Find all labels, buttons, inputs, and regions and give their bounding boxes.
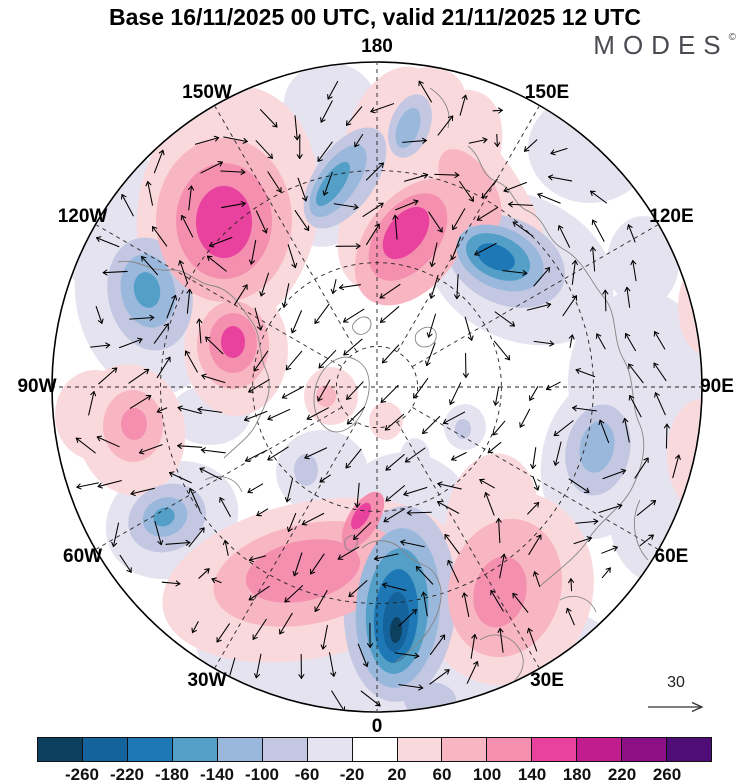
longitude-label-0: 0 (371, 716, 383, 737)
longitude-label-180: 180 (361, 36, 393, 57)
colorbar-tick-label: -20 (339, 765, 365, 783)
colorbar-cell (667, 738, 712, 761)
colorbar-tick-label: 100 (472, 765, 502, 783)
colorbar-tick-label: 220 (607, 765, 637, 783)
modes-logo: MODES© (593, 30, 736, 61)
coastline-layer (117, 87, 649, 687)
wind-vector-layer (75, 80, 681, 711)
longitude-label-30w: 30W (187, 670, 227, 692)
colorbar-tick-label: 180 (562, 765, 592, 783)
colorbar-cell (622, 738, 668, 761)
modes-logo-text: MODES (593, 30, 729, 60)
longitude-label-90w: 90W (17, 376, 57, 397)
longitude-label-60w: 60W (63, 546, 103, 567)
longitude-label-120e: 120E (649, 206, 694, 227)
vector-scale-value: 30 (667, 674, 685, 691)
colorbar-cell (577, 738, 623, 761)
longitude-label-90e: 90E (700, 376, 734, 397)
colorbar-cell (352, 738, 398, 761)
colorbar-cell (127, 738, 173, 761)
colorbar-tick-label: -140 (199, 765, 235, 783)
colorbar-cell (532, 738, 578, 761)
colorbar-tick-label: -60 (294, 765, 320, 783)
colorbar-tick-label: 140 (517, 765, 547, 783)
colorbar-tick-label: 20 (387, 765, 407, 783)
colorbar-cell (82, 738, 128, 761)
vector-scale-arrow (648, 701, 704, 713)
colorbar-cell (487, 738, 533, 761)
colorbar-cell (262, 738, 308, 761)
graticule-layer (53, 63, 701, 711)
colorbar-cell (217, 738, 263, 761)
colorbar-tick-label: -220 (109, 765, 145, 783)
colorbar-cell (307, 738, 353, 761)
colorbar-cell (397, 738, 443, 761)
colorbar-tick-label: -180 (154, 765, 190, 783)
longitude-label-150e: 150E (524, 81, 570, 103)
copyright-mark: © (728, 32, 736, 43)
colorbar-tick-label: 60 (432, 765, 452, 783)
colorbar-cell (172, 738, 218, 761)
colorbar (37, 737, 712, 762)
colorbar-cell (38, 738, 83, 761)
map-boundary-circle (51, 61, 703, 713)
longitude-label-150w: 150W (182, 81, 232, 103)
colorbar-cell (442, 738, 488, 761)
longitude-label-60e: 60E (654, 546, 689, 567)
chart-title: Base 16/11/2025 00 UTC, valid 21/11/2025… (109, 4, 641, 30)
colorbar-tick-label: -260 (64, 765, 100, 783)
longitude-label-30e: 30E (530, 670, 564, 692)
colorbar-tick-label: 260 (652, 765, 682, 783)
longitude-label-120w: 120W (57, 206, 108, 227)
colorbar-tick-label: -100 (244, 765, 280, 783)
